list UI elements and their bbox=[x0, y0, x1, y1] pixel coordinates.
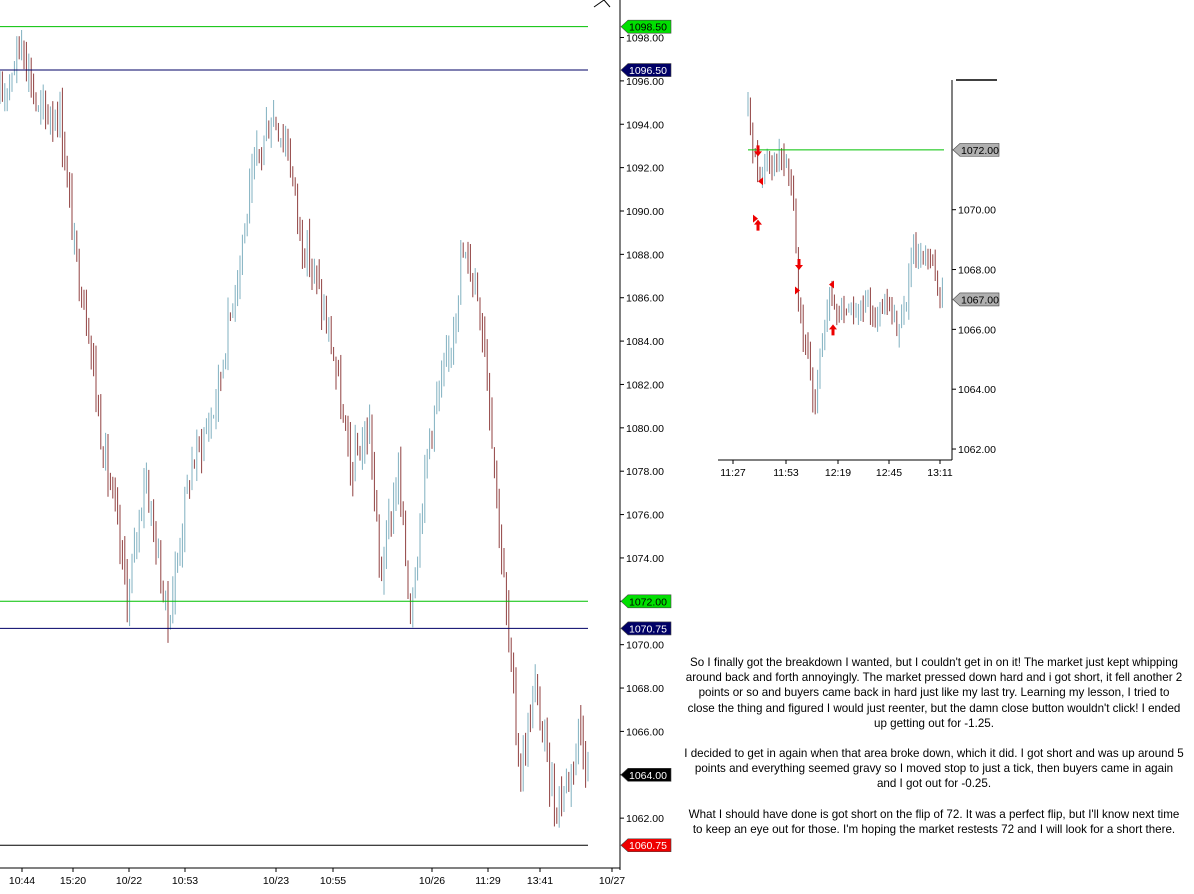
x-tick-label: 10/23 bbox=[263, 875, 289, 887]
main-horizontal-lines bbox=[0, 26, 588, 846]
x-tick-label: 11:53 bbox=[773, 467, 799, 479]
y-tick-label: 1082.00 bbox=[626, 379, 664, 391]
commentary-paragraph-1: So I finally got the breakdown I wanted,… bbox=[685, 656, 1183, 730]
y-tick-label: 1080.00 bbox=[626, 423, 664, 435]
y-tick-label: 1088.00 bbox=[626, 249, 664, 261]
x-tick-label: 13:11 bbox=[927, 467, 953, 479]
x-tick-label: 10/27 bbox=[599, 875, 625, 887]
price-tag-1072-00 bbox=[952, 143, 1000, 157]
price-tag-1060-75 bbox=[620, 838, 672, 853]
x-tick-label: 12:45 bbox=[876, 467, 902, 479]
y-tick-label: 1078.00 bbox=[626, 466, 664, 478]
trade-marker-flag-right bbox=[753, 214, 758, 223]
y-tick-label: 1068.00 bbox=[958, 265, 996, 277]
price-tag-1096-50 bbox=[620, 63, 672, 77]
x-tick-label: 10:44 bbox=[9, 875, 35, 887]
y-tick-label: 1062.00 bbox=[626, 813, 664, 825]
x-tick-label: 10:55 bbox=[320, 875, 346, 887]
y-tick-label: 1084.00 bbox=[626, 336, 664, 348]
price-tag-label: 1098.50 bbox=[629, 22, 667, 34]
price-tag-label: 1072.00 bbox=[629, 596, 667, 608]
price-tag-1070-75 bbox=[620, 621, 672, 636]
y-tick-label: 1092.00 bbox=[626, 163, 664, 175]
y-tick-label: 1070.00 bbox=[626, 640, 664, 652]
inset-time-axis: 11:27 11:53 12:19 12:45 13:11 bbox=[718, 459, 953, 479]
y-tick-label: 1062.00 bbox=[958, 444, 996, 456]
trade-marker-arrow-down bbox=[795, 259, 803, 271]
price-tag-label: 1072.00 bbox=[961, 145, 999, 157]
price-tag-label: 1096.50 bbox=[629, 65, 667, 77]
x-tick-label: 12:19 bbox=[825, 467, 851, 479]
y-tick-label: 1066.00 bbox=[626, 726, 664, 738]
x-tick-label: 11:29 bbox=[475, 875, 501, 887]
inset-price-chart: 1070.00 1068.00 1066.00 1064.00 1062.00 11:2… bbox=[718, 79, 1000, 479]
trade-marker-arrow-up bbox=[829, 324, 837, 336]
axis-corner-marker bbox=[593, 0, 611, 8]
y-tick-label: 1064.00 bbox=[958, 384, 996, 396]
inset-price-tags: 1072.00 1067.00 bbox=[952, 143, 1000, 307]
y-tick-label: 1096.00 bbox=[626, 76, 664, 88]
main-time-axis: 10:44 15:20 10/22 10:53 10/23 10:55 10/26 11:29… bbox=[0, 867, 625, 887]
main-price-axis: 1098.00 1096.00 1094.00 1092.00 1090.00 1088.… bbox=[593, 0, 664, 870]
inset-trade-markers bbox=[753, 145, 837, 336]
commentary-paragraph-2: I decided to get in again when that area… bbox=[684, 747, 1184, 791]
trade-commentary: So I finally got the breakdown I wanted,… bbox=[684, 655, 1184, 852]
y-tick-label: 1074.00 bbox=[626, 553, 664, 565]
price-tag-1064-00 bbox=[620, 767, 672, 782]
inset-price-bars bbox=[747, 92, 943, 415]
trade-marker-flag-left bbox=[829, 280, 834, 289]
price-tag-1098-50 bbox=[620, 19, 672, 34]
trade-marker-arrow-up bbox=[754, 219, 762, 231]
x-tick-label: 10:53 bbox=[172, 875, 198, 887]
y-tick-label: 1076.00 bbox=[626, 510, 664, 522]
trade-marker-arrow-down bbox=[754, 145, 762, 157]
y-tick-label: 1066.00 bbox=[958, 324, 996, 336]
x-tick-label: 10/22 bbox=[116, 875, 142, 887]
price-tag-1072-00 bbox=[620, 594, 672, 609]
price-tag-label: 1070.75 bbox=[629, 623, 667, 635]
y-tick-label: 1068.00 bbox=[626, 683, 664, 695]
x-tick-label: 13:41 bbox=[527, 875, 553, 887]
x-tick-label: 11:27 bbox=[720, 467, 746, 479]
main-price-bars bbox=[0, 30, 589, 828]
y-tick-label: 1070.00 bbox=[958, 205, 996, 217]
x-tick-label: 10/26 bbox=[419, 875, 445, 887]
price-tag-label: 1064.00 bbox=[629, 770, 667, 782]
y-tick-label: 1090.00 bbox=[626, 206, 664, 218]
price-tag-label: 1060.75 bbox=[629, 840, 667, 852]
commentary-paragraph-3: What I should have done is got short on … bbox=[688, 807, 1180, 836]
x-tick-label: 15:20 bbox=[60, 875, 86, 887]
inset-price-axis: 1070.00 1068.00 1066.00 1064.00 1062.00 bbox=[951, 79, 997, 460]
main-price-tags: 1098.50 1096.50 1072.00 1070.75 1064.00 1060.… bbox=[620, 19, 672, 853]
trade-marker-flag-left bbox=[758, 177, 763, 186]
y-tick-label: 1094.00 bbox=[626, 119, 664, 131]
trade-marker-flag-right bbox=[795, 286, 800, 295]
price-tag-1067-00 bbox=[952, 292, 1000, 307]
y-tick-label: 1086.00 bbox=[626, 293, 664, 305]
main-price-chart: 1098.00 1096.00 1094.00 1092.00 1090.00 1088.… bbox=[0, 0, 672, 887]
price-tag-label: 1067.00 bbox=[961, 294, 999, 306]
y-tick-label: 1098.00 bbox=[626, 33, 664, 45]
